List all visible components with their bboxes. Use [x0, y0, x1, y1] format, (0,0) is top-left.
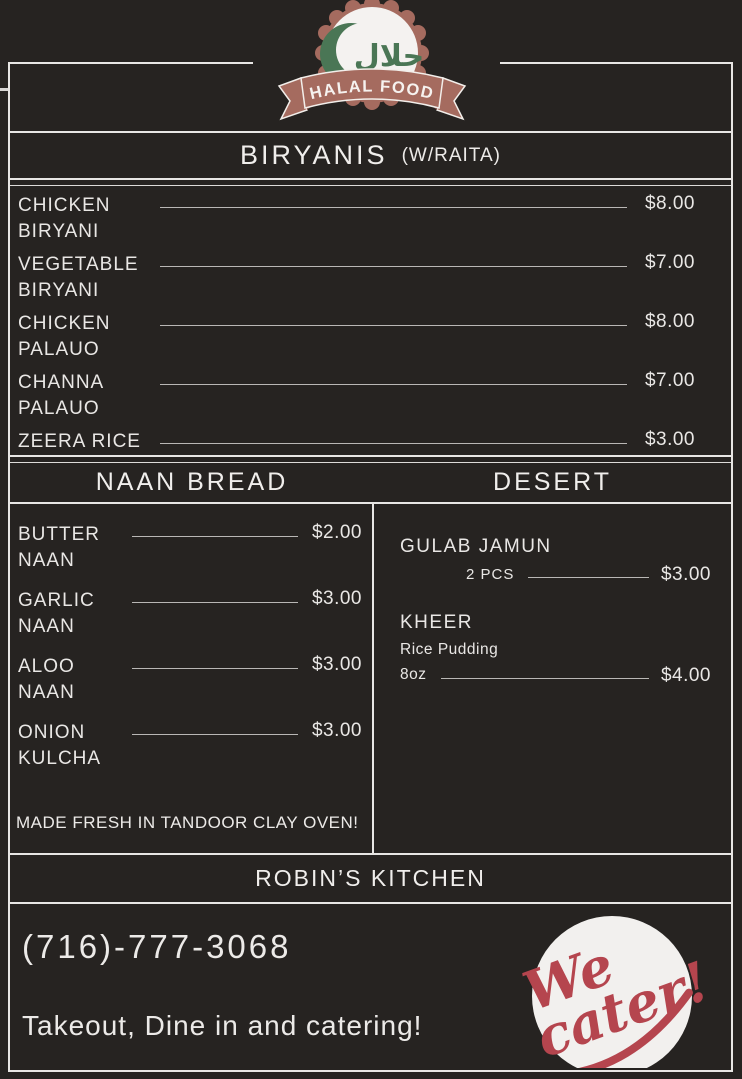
biryanis-subtitle: (W/RAITA) — [401, 144, 501, 166]
naan-title: NAAN BREAD — [95, 468, 289, 496]
item-price: $8.00 — [644, 311, 695, 332]
divider — [10, 853, 731, 855]
naan-column: BUTTER NAAN $2.00 GARLIC NAAN $3.00 ALOO… — [10, 504, 374, 853]
item-name: CHANNA PALAUO — [18, 370, 152, 422]
menu-item-row: BUTTER NAAN $2.00 — [10, 522, 372, 574]
item-name-line1: VEGETABLE — [18, 254, 139, 275]
tandoor-note: MADE FRESH IN TANDOOR CLAY OVEN! — [16, 813, 359, 832]
price-leader-line — [160, 252, 627, 267]
tagline: Takeout, Dine in and catering! — [22, 1010, 423, 1041]
kheer-name: KHEER — [400, 612, 473, 633]
item-name-line2: BIRYANI — [18, 221, 100, 242]
biryanis-title: BIRYANIS — [240, 140, 388, 170]
item-name-line2: PALAUO — [18, 339, 100, 360]
item-price: $3.00 — [311, 654, 362, 675]
item-name: ALOO NAAN — [18, 654, 130, 706]
desert-column: GULAB JAMUN 2 PCS $3.00 KHEER Rice Puddi… — [374, 504, 731, 853]
kheer-description: Rice Pudding — [400, 641, 499, 658]
price-leader-line — [132, 654, 298, 669]
price-leader-line — [132, 720, 298, 735]
desert-title: DESERT — [493, 468, 612, 496]
scan-artifact — [0, 88, 8, 91]
price-leader-line — [160, 370, 627, 385]
item-name: CHICKEN BIRYANI — [18, 193, 152, 245]
item-name-line2: NAAN — [18, 682, 75, 703]
menu-item-row: ALOO NAAN $3.00 — [10, 654, 372, 706]
item-price: $4.00 — [660, 665, 711, 686]
item-price: $7.00 — [644, 252, 695, 273]
price-leader-line — [440, 677, 649, 679]
item-name-line2: KULCHA — [18, 748, 102, 769]
item-name: VEGETABLE BIRYANI — [18, 252, 152, 304]
gulab-jamun-qty: 2 PCS — [466, 566, 515, 583]
item-name-line1: ALOO — [18, 656, 75, 677]
badge-underline-swoosh — [551, 988, 693, 1068]
item-name: BUTTER NAAN — [18, 522, 130, 574]
price-leader-line — [160, 311, 627, 326]
item-name: ONION KULCHA — [18, 720, 130, 772]
item-price: $3.00 — [644, 429, 695, 450]
item-price: $3.00 — [311, 720, 362, 741]
item-name-line2: PALAUO — [18, 398, 100, 419]
divider — [10, 902, 731, 904]
item-name-line1: ONION — [18, 722, 86, 743]
halal-arabic-text: حلال — [354, 39, 424, 74]
menu-item-row: GARLIC NAAN $3.00 — [10, 588, 372, 640]
item-name-line1: BUTTER — [18, 524, 100, 545]
halal-logo: حلال HALAL FOOD — [277, 0, 467, 121]
footer: (716)-777-3068 Takeout, Dine in and cate… — [10, 904, 731, 1070]
item-name: ZEERA RICE — [18, 429, 152, 455]
item-name-line1: GARLIC — [18, 590, 95, 611]
item-name-line2: NAAN — [18, 616, 75, 637]
item-price: $2.00 — [311, 522, 362, 543]
price-leader-line — [132, 522, 298, 537]
price-leader-line — [528, 576, 649, 578]
biryanis-list: CHICKEN BIRYANI $8.00 VEGETABLE BIRYANI … — [10, 186, 731, 455]
ribbon-banner: HALAL FOOD — [277, 68, 467, 121]
menu-item-row: CHICKEN BIRYANI $8.00 — [10, 186, 731, 245]
menu-item-row: CHICKEN PALAUO $8.00 — [10, 304, 731, 363]
item-price: $8.00 — [644, 193, 695, 214]
phone-number: (716)-777-3068 — [22, 928, 292, 965]
price-leader-line — [160, 193, 627, 208]
item-price: $3.00 — [311, 588, 362, 609]
menu-item-row: CHANNA PALAUO $7.00 — [10, 363, 731, 422]
divider — [10, 502, 731, 504]
item-name-line2: BIRYANI — [18, 280, 100, 301]
price-leader-line — [132, 588, 298, 603]
item-price: $7.00 — [644, 370, 695, 391]
double-divider — [10, 178, 731, 186]
item-name: GARLIC NAAN — [18, 588, 130, 640]
menu-item-row: VEGETABLE BIRYANI $7.00 — [10, 245, 731, 304]
menu-item-row: ZEERA RICE $3.00 — [10, 422, 731, 455]
biryanis-header: BIRYANIS (W/RAITA) — [10, 133, 731, 178]
item-name-line1: CHICKEN — [18, 195, 111, 216]
restaurant-name: ROBIN’S KITCHEN — [255, 865, 486, 891]
menu-frame: BIRYANIS (W/RAITA) CHICKEN BIRYANI $8.00… — [8, 62, 733, 1072]
item-price: $3.00 — [660, 564, 711, 585]
gulab-jamun-name: GULAB JAMUN — [400, 536, 552, 557]
double-divider — [10, 455, 731, 463]
price-leader-line — [160, 429, 627, 444]
gulab-jamun-price-row: 2 PCS $3.00 — [400, 564, 711, 586]
menu-item-row: ONION KULCHA $3.00 — [10, 720, 372, 772]
two-column-section: BUTTER NAAN $2.00 GARLIC NAAN $3.00 ALOO… — [10, 504, 731, 853]
column-headers: NAAN BREAD DESERT — [10, 463, 731, 502]
divider — [10, 131, 731, 133]
we-cater-badge: We cater! — [515, 916, 717, 1068]
item-name-line2: NAAN — [18, 550, 75, 571]
item-name-line1: CHICKEN — [18, 313, 111, 334]
item-name-line1: ZEERA RICE — [18, 431, 141, 452]
kheer-size: 8oz — [400, 666, 427, 683]
item-name: CHICKEN PALAUO — [18, 311, 152, 363]
item-name-line1: CHANNA — [18, 372, 105, 393]
kheer-price-row: 8oz $4.00 — [400, 665, 711, 687]
